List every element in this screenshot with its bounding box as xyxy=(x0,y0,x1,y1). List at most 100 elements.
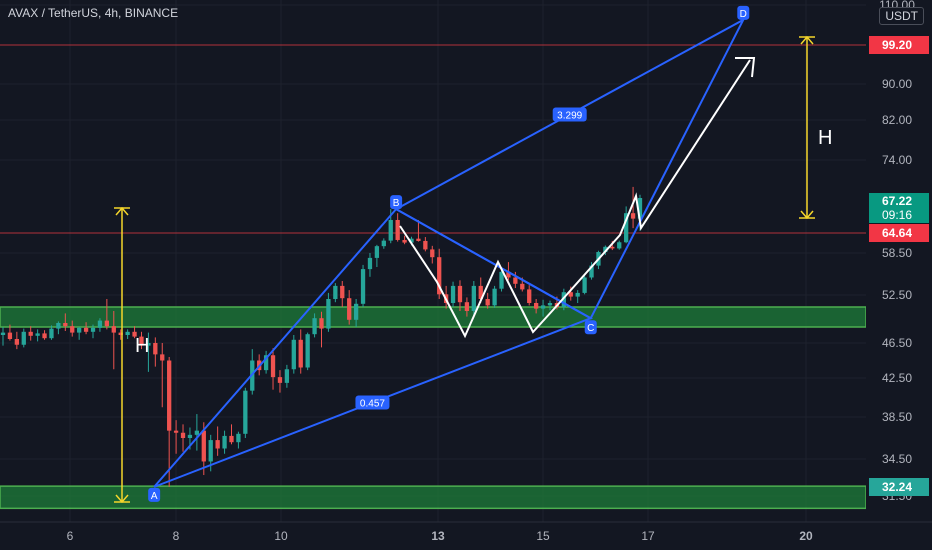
candle-body xyxy=(478,285,483,299)
candle xyxy=(167,357,172,487)
candle-body xyxy=(527,289,532,303)
candle-body xyxy=(347,298,352,320)
candle xyxy=(77,327,82,340)
price-tick-label: 34.50 xyxy=(882,452,912,466)
measure-label: H xyxy=(135,335,149,357)
candle xyxy=(236,431,241,449)
candle-body xyxy=(437,257,442,295)
time-tick-label: 10 xyxy=(274,529,288,543)
candle xyxy=(83,322,89,335)
candle-body xyxy=(540,305,546,309)
candle-body xyxy=(533,303,539,309)
price-tick-label: 82.00 xyxy=(882,113,912,127)
candle xyxy=(457,280,463,311)
candle-body xyxy=(589,265,594,278)
abcd-pattern[interactable]: A B C D 0.457 3.299 xyxy=(148,5,756,502)
candle xyxy=(263,350,269,374)
candle-body xyxy=(464,302,470,311)
candle xyxy=(194,414,200,451)
currency-selector[interactable]: USDT xyxy=(879,7,924,25)
price-badge xyxy=(869,478,929,496)
candle xyxy=(270,348,276,390)
candle-body xyxy=(243,390,248,434)
pattern-point-b xyxy=(390,195,403,210)
candle xyxy=(70,320,75,337)
candle-body xyxy=(21,331,26,345)
candle-body xyxy=(194,430,200,435)
candle xyxy=(229,424,234,445)
measure-arrows[interactable]: HH xyxy=(114,35,832,504)
price-badge-label: 67.22 xyxy=(882,194,912,208)
price-tick-label: 90.00 xyxy=(882,77,912,91)
candle xyxy=(104,299,110,330)
candle-body xyxy=(388,219,393,241)
candle xyxy=(630,186,636,229)
candle xyxy=(153,337,158,367)
candle xyxy=(160,343,165,408)
candle-body xyxy=(395,219,400,240)
candle xyxy=(374,244,380,267)
candle-body xyxy=(582,277,587,293)
candle-body xyxy=(457,285,463,303)
candle xyxy=(277,370,283,393)
candle xyxy=(492,285,497,308)
price-axis[interactable]: 110.0090.0082.0074.0058.5052.5046.5042.5… xyxy=(866,0,932,550)
ratio-label: 3.299 xyxy=(557,110,582,121)
candle-body xyxy=(153,343,158,355)
time-axis-bg xyxy=(0,522,932,550)
candle xyxy=(575,290,580,303)
candle-body xyxy=(416,238,421,241)
candle-body xyxy=(291,339,296,370)
support-zones xyxy=(0,306,867,510)
candle-body xyxy=(77,327,82,333)
price-badge-label: 64.64 xyxy=(882,226,912,240)
candle xyxy=(28,326,33,341)
candle xyxy=(146,332,151,372)
candle-body xyxy=(561,292,566,307)
candle-body xyxy=(603,246,608,253)
candle-body xyxy=(229,435,234,443)
candle-body xyxy=(374,246,380,258)
price-tick-label: 38.50 xyxy=(882,410,912,424)
time-tick-label: 15 xyxy=(536,529,550,543)
candle-body xyxy=(637,198,643,219)
candle-body xyxy=(312,318,317,335)
candle xyxy=(0,327,6,346)
candle xyxy=(90,324,96,339)
candle-body xyxy=(7,332,13,339)
candle-body xyxy=(35,333,40,336)
candle xyxy=(589,262,594,280)
chart-title: AVAX / TetherUS, 4h, BINANCE xyxy=(8,6,179,20)
candle-body xyxy=(270,355,276,378)
candle xyxy=(333,283,338,303)
candle-body xyxy=(547,303,553,306)
time-tick-label: 20 xyxy=(799,529,813,543)
candle-body xyxy=(180,432,186,438)
candle xyxy=(402,235,407,245)
candle-body xyxy=(42,333,47,339)
candle-body xyxy=(506,271,511,278)
measure-label: H xyxy=(818,127,832,149)
candle xyxy=(63,313,68,331)
candle-body xyxy=(485,299,490,306)
time-axis[interactable]: 6 8 10 13 15 17 20 xyxy=(0,521,932,550)
pattern-point-label: B xyxy=(393,198,400,209)
measure-arrow: H xyxy=(799,35,832,220)
candle-body xyxy=(326,299,331,329)
candle-body xyxy=(499,271,504,289)
candle xyxy=(298,329,303,374)
candle-body xyxy=(333,285,338,299)
pattern-point-a xyxy=(148,487,161,502)
candle-body xyxy=(575,292,580,297)
candle-body xyxy=(610,246,615,249)
candle xyxy=(340,281,345,307)
candle xyxy=(111,311,116,370)
candle-body xyxy=(146,343,151,346)
pattern-point-label: D xyxy=(740,9,747,20)
price-badge-label: 32.24 xyxy=(882,480,912,494)
candle xyxy=(14,331,19,350)
projection-path xyxy=(399,59,751,339)
candle xyxy=(485,292,490,309)
candle-body xyxy=(381,240,386,247)
